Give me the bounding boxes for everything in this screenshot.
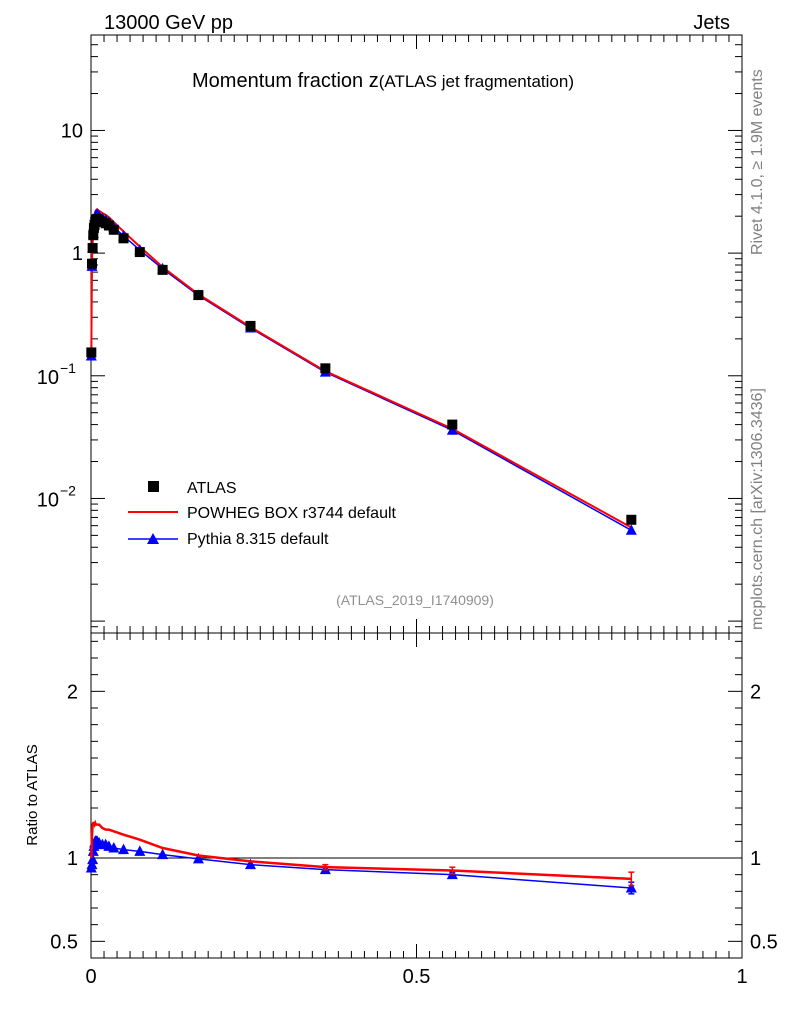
main-ytick-label: 10 <box>61 120 83 142</box>
atlas-point <box>447 419 458 430</box>
main-title-sub: (ATLAS jet fragmentation) <box>379 72 574 91</box>
pythia-ratio-point <box>134 845 146 856</box>
pythia-ratio-point <box>108 842 120 853</box>
mcplots-label: mcplots.cern.ch [arXiv:1306.3436] <box>749 388 766 630</box>
legend-label-atlas: ATLAS <box>187 480 237 497</box>
atlas-point <box>88 230 99 241</box>
atlas-point <box>320 363 331 374</box>
atlas-point <box>157 264 168 275</box>
pythia-point <box>625 524 637 535</box>
main-ytick-exponent: −2 <box>60 482 76 498</box>
ratio-axis-ticks: 0 0.5 10.5 0.51 12 2 <box>50 633 778 988</box>
beam-label: 13000 GeV pp <box>104 12 233 34</box>
ratio-ytick-label-right: 0.5 <box>750 931 778 953</box>
pythia-ratio-point <box>118 843 130 855</box>
main-ytick-label: 1 <box>72 243 83 265</box>
ratio-ytick-label-left: 1 <box>67 848 78 870</box>
pythia-ratio-point <box>157 848 169 860</box>
atlas-point <box>86 258 97 269</box>
legend-marker-pythia <box>147 533 159 544</box>
pythia-ratio-line <box>90 840 632 889</box>
ratio-ylabel: Ratio to ATLAS <box>24 744 41 845</box>
main-ytick-label: 10 <box>37 489 59 511</box>
main-ytick-exponent: −1 <box>60 360 76 376</box>
atlas-point <box>626 514 637 525</box>
ratio-ytick-label-left: 0.5 <box>50 931 78 953</box>
atlas-point <box>118 233 129 244</box>
ratio-panel-frame <box>90 632 743 959</box>
rivet-label: Rivet 4.1.0, ≥ 1.9M events <box>749 69 766 255</box>
process-label: Jets <box>693 12 730 34</box>
pythia-ratio-point <box>87 853 99 865</box>
atlas-point <box>193 290 204 301</box>
main-ytick-label: 10 <box>37 367 59 389</box>
pythia-ratio-point <box>192 852 204 864</box>
pythia-ratio-point <box>625 882 637 893</box>
legend-label-powheg: POWHEG BOX r3744 default <box>187 505 397 522</box>
main-title: Momentum fraction z(ATLAS jet fragmentat… <box>192 70 574 92</box>
pythia-ratio-point <box>244 858 256 870</box>
powheg-ratio-line <box>90 819 632 881</box>
ratio-ytick-label-right: 2 <box>750 681 761 703</box>
atlas-point <box>86 347 97 358</box>
ratio-xtick-label: 0.5 <box>403 966 431 988</box>
ratio-ytick-label-left: 2 <box>67 681 78 703</box>
atlas-point <box>87 243 98 254</box>
legend: ATLAS POWHEG BOX r3744 default Pythia 8.… <box>128 480 397 548</box>
atlas-point <box>134 247 145 258</box>
legend-label-pythia: Pythia 8.315 default <box>187 531 329 548</box>
atlas-point <box>108 224 119 235</box>
ratio-ytick-label-right: 1 <box>750 848 761 870</box>
powheg-line <box>90 207 632 529</box>
atlas-point <box>245 320 256 331</box>
ratio-xtick-label: 1 <box>736 966 747 988</box>
analysis-id: (ATLAS_2019_I1740909) <box>336 592 494 608</box>
ratio-xtick-label: 0 <box>85 966 96 988</box>
main-series <box>85 207 637 535</box>
ratio-series <box>85 819 637 895</box>
main-title-text: Momentum fraction z <box>192 70 379 92</box>
legend-marker-atlas <box>148 481 159 492</box>
